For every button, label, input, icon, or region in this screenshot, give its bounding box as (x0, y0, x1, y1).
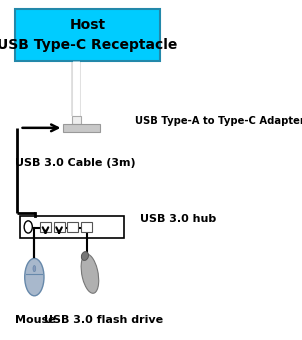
FancyBboxPatch shape (20, 216, 124, 238)
Ellipse shape (81, 254, 99, 293)
Ellipse shape (33, 266, 36, 272)
FancyBboxPatch shape (40, 222, 51, 233)
Text: USB 3.0 hub: USB 3.0 hub (140, 214, 216, 224)
FancyBboxPatch shape (15, 8, 160, 61)
Circle shape (24, 221, 32, 233)
Text: Host
USB Type-C Receptacle: Host USB Type-C Receptacle (0, 18, 178, 52)
Ellipse shape (25, 258, 44, 296)
Text: USB 3.0 flash drive: USB 3.0 flash drive (44, 314, 163, 325)
FancyBboxPatch shape (67, 222, 78, 233)
FancyBboxPatch shape (54, 222, 65, 233)
FancyBboxPatch shape (63, 124, 100, 132)
FancyBboxPatch shape (72, 116, 81, 124)
Ellipse shape (82, 252, 88, 260)
Text: USB Type-A to Type-C Adapter: USB Type-A to Type-C Adapter (135, 116, 302, 126)
Text: Mouse: Mouse (15, 314, 56, 325)
Text: USB 3.0 Cable (3m): USB 3.0 Cable (3m) (15, 158, 136, 168)
FancyBboxPatch shape (81, 222, 92, 233)
